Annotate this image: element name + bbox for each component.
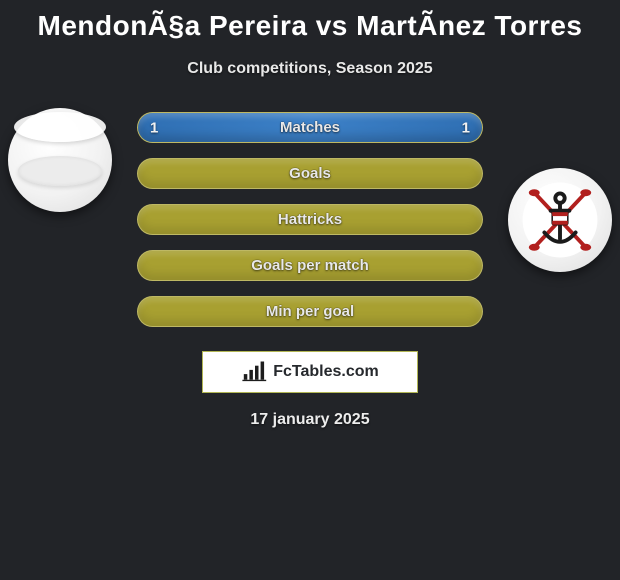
- stat-bar-goals-per-match: Goals per match: [137, 250, 483, 281]
- stat-label: Goals: [289, 165, 331, 182]
- stat-bar-matches: 1 Matches 1: [137, 112, 483, 143]
- team-badge-left: [8, 108, 112, 212]
- stat-bar-hattricks: Hattricks: [137, 204, 483, 235]
- snapshot-date: 17 january 2025: [0, 411, 620, 429]
- stat-bar-goals: Goals: [137, 158, 483, 189]
- page-title: MendonÃ§a Pereira vs MartÃnez Torres: [0, 0, 620, 42]
- crest-icon: [521, 181, 599, 259]
- comparison-stage: 1 Matches 1 Goals Hattricks Goals per ma…: [0, 108, 620, 429]
- stat-value-right: 1: [462, 119, 470, 136]
- stat-label: Min per goal: [266, 303, 354, 320]
- source-brand: FcTables.com: [202, 351, 418, 393]
- stat-bar-group: 1 Matches 1 Goals Hattricks Goals per ma…: [137, 108, 483, 327]
- brand-text: FcTables.com: [273, 363, 379, 381]
- stat-label: Goals per match: [251, 257, 369, 274]
- stat-value-left: 1: [150, 119, 158, 136]
- bars-icon: [241, 361, 269, 383]
- team-badge-right: [508, 168, 612, 272]
- stat-bar-min-per-goal: Min per goal: [137, 296, 483, 327]
- badge-left-decoration: [18, 156, 102, 186]
- subtitle: Club competitions, Season 2025: [0, 60, 620, 78]
- stat-label: Matches: [280, 119, 340, 136]
- stat-label: Hattricks: [278, 211, 342, 228]
